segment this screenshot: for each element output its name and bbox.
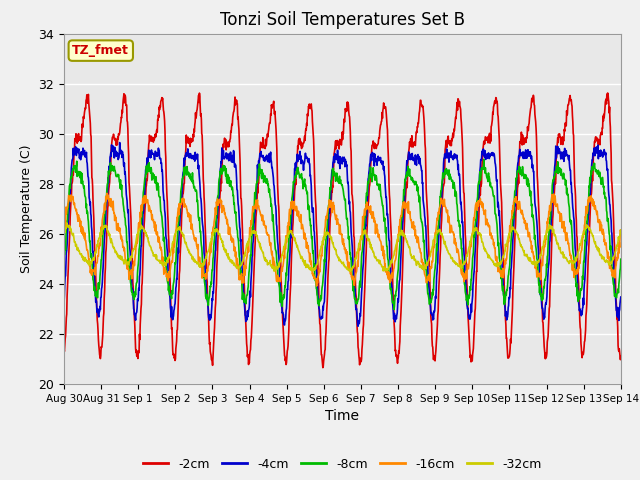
-32cm bbox=[184, 247, 192, 253]
-8cm bbox=[246, 258, 254, 264]
-8cm bbox=[170, 275, 178, 280]
-16cm bbox=[313, 283, 321, 289]
-2cm bbox=[617, 353, 625, 359]
-32cm bbox=[60, 228, 68, 233]
-2cm bbox=[319, 365, 326, 371]
-16cm bbox=[429, 244, 437, 250]
-4cm bbox=[246, 294, 254, 300]
Line: -2cm: -2cm bbox=[64, 93, 621, 368]
X-axis label: Time: Time bbox=[325, 409, 360, 423]
-4cm bbox=[552, 155, 559, 161]
-4cm bbox=[171, 302, 179, 308]
Line: -4cm: -4cm bbox=[64, 143, 621, 326]
-2cm bbox=[184, 134, 191, 140]
-32cm bbox=[63, 220, 70, 226]
Line: -32cm: -32cm bbox=[64, 223, 621, 271]
Y-axis label: Soil Temperature (C): Soil Temperature (C) bbox=[20, 144, 33, 273]
-16cm bbox=[552, 197, 559, 203]
-16cm bbox=[171, 240, 179, 246]
-8cm bbox=[429, 287, 437, 292]
-8cm bbox=[390, 307, 398, 312]
-16cm bbox=[103, 191, 111, 196]
-2cm bbox=[170, 355, 178, 361]
-2cm bbox=[502, 322, 509, 327]
-16cm bbox=[60, 230, 68, 236]
-8cm bbox=[502, 292, 510, 298]
Line: -16cm: -16cm bbox=[64, 193, 621, 286]
-2cm bbox=[246, 348, 254, 354]
-32cm bbox=[246, 233, 254, 239]
-32cm bbox=[171, 232, 179, 238]
-16cm bbox=[617, 229, 625, 235]
-4cm bbox=[116, 140, 124, 145]
-4cm bbox=[60, 301, 68, 307]
Title: Tonzi Soil Temperatures Set B: Tonzi Soil Temperatures Set B bbox=[220, 11, 465, 29]
-32cm bbox=[552, 233, 559, 239]
-8cm bbox=[184, 172, 191, 178]
-2cm bbox=[429, 351, 437, 357]
-4cm bbox=[502, 310, 510, 316]
Legend: -2cm, -4cm, -8cm, -16cm, -32cm: -2cm, -4cm, -8cm, -16cm, -32cm bbox=[138, 453, 547, 476]
-8cm bbox=[552, 168, 559, 174]
-4cm bbox=[354, 324, 362, 329]
-16cm bbox=[502, 257, 510, 263]
-32cm bbox=[346, 268, 354, 274]
-4cm bbox=[429, 316, 437, 322]
-8cm bbox=[480, 156, 488, 162]
-8cm bbox=[617, 256, 625, 262]
-32cm bbox=[617, 227, 625, 233]
Text: TZ_fmet: TZ_fmet bbox=[72, 44, 129, 57]
-4cm bbox=[184, 149, 192, 155]
-4cm bbox=[617, 294, 625, 300]
-2cm bbox=[551, 176, 559, 181]
-2cm bbox=[604, 90, 611, 96]
-16cm bbox=[246, 233, 254, 239]
-32cm bbox=[429, 237, 437, 243]
Line: -8cm: -8cm bbox=[64, 159, 621, 310]
-32cm bbox=[502, 243, 510, 249]
-8cm bbox=[60, 253, 68, 259]
-2cm bbox=[60, 346, 68, 351]
-16cm bbox=[184, 214, 192, 220]
